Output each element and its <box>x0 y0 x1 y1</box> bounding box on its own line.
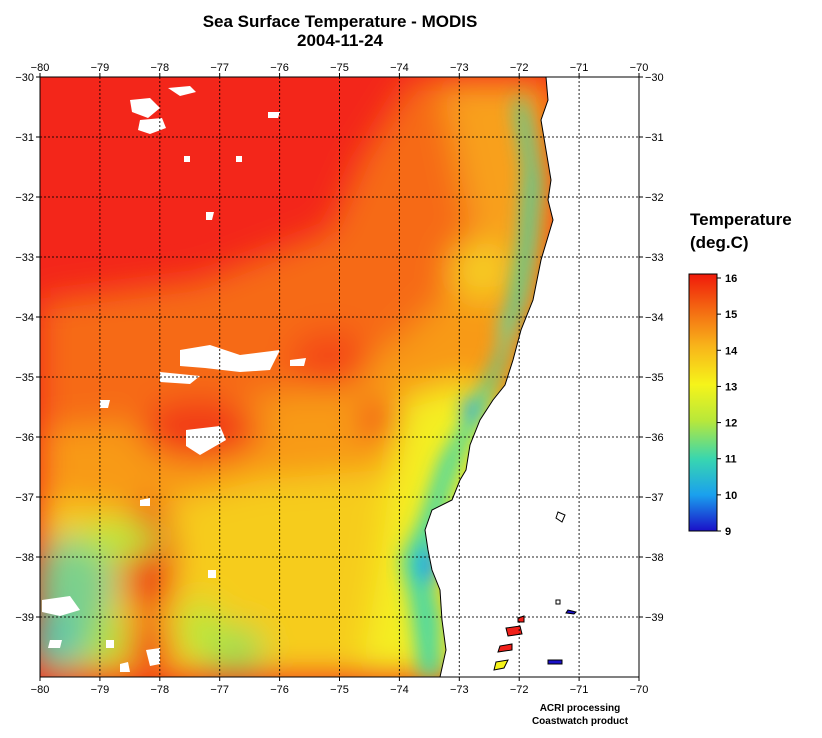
axis-ticks: −80 −80 −79 −79 −78 −78 −77 −77 −76 −76 −75 −75 −74 −… <box>15 62 663 696</box>
lat-label-left: −30 <box>15 72 34 84</box>
credit-product: Coastwatch product <box>531 716 629 727</box>
lon-label-bottom: −77 <box>210 684 229 696</box>
lon-label-top: −76 <box>270 62 289 74</box>
legend-title: Temperature <box>690 210 792 229</box>
lon-label-top: −73 <box>450 62 469 74</box>
lon-label-bottom: −80 <box>31 684 50 696</box>
legend-label: 14 <box>725 345 738 357</box>
map-title: Sea Surface Temperature - MODIS <box>202 12 478 31</box>
lon-label-top: −74 <box>390 62 409 74</box>
lat-label-left: −34 <box>15 312 34 324</box>
graticule <box>40 77 639 677</box>
lat-label-right: −38 <box>645 552 664 564</box>
legend-ticks: 16 15 14 13 12 11 10 9 <box>717 273 738 538</box>
lon-label-bottom: −71 <box>570 684 589 696</box>
lat-label-right: −33 <box>645 252 664 264</box>
credit-processing: ACRI processing <box>539 703 621 714</box>
lon-label-bottom: −76 <box>270 684 289 696</box>
legend-label: 13 <box>725 381 737 393</box>
legend-colorbar <box>688 273 718 532</box>
lon-label-bottom: −72 <box>510 684 529 696</box>
lon-label-top: −72 <box>510 62 529 74</box>
lon-label-top: −71 <box>570 62 589 74</box>
lat-label-left: −32 <box>15 192 34 204</box>
lat-label-right: −39 <box>645 612 664 624</box>
legend-unit: (deg.C) <box>690 233 749 252</box>
lat-label-left: −36 <box>15 432 34 444</box>
legend-label: 15 <box>725 309 737 321</box>
legend-label: 9 <box>725 526 731 538</box>
lat-label-right: −32 <box>645 192 664 204</box>
lat-label-left: −31 <box>15 132 34 144</box>
lat-label-left: −33 <box>15 252 34 264</box>
lat-label-right: −30 <box>645 72 664 84</box>
lat-label-left: −39 <box>15 612 34 624</box>
lon-label-top: −70 <box>630 62 649 74</box>
sst-field <box>40 77 639 677</box>
lat-label-left: −38 <box>15 552 34 564</box>
lon-label-top: −79 <box>91 62 110 74</box>
lon-label-top: −78 <box>150 62 169 74</box>
map-date: 2004-11-24 <box>296 31 384 50</box>
lat-label-right: −31 <box>645 132 664 144</box>
lon-label-bottom: −73 <box>450 684 469 696</box>
lon-label-bottom: −79 <box>91 684 110 696</box>
lat-label-left: −37 <box>15 492 34 504</box>
lon-label-bottom: −78 <box>150 684 169 696</box>
lat-label-left: −35 <box>15 372 34 384</box>
legend-label: 16 <box>725 273 737 285</box>
legend-label: 10 <box>725 490 737 502</box>
lon-label-bottom: −70 <box>630 684 649 696</box>
lat-label-right: −37 <box>645 492 664 504</box>
legend-label: 11 <box>725 454 737 466</box>
lon-label-bottom: −75 <box>330 684 349 696</box>
legend-label: 12 <box>725 418 737 430</box>
lon-label-top: −75 <box>330 62 349 74</box>
lon-label-top: −77 <box>210 62 229 74</box>
lon-label-bottom: −74 <box>390 684 409 696</box>
lat-label-right: −36 <box>645 432 664 444</box>
lat-label-right: −35 <box>645 372 664 384</box>
lat-label-right: −34 <box>645 312 664 324</box>
lon-label-top: −80 <box>31 62 50 74</box>
